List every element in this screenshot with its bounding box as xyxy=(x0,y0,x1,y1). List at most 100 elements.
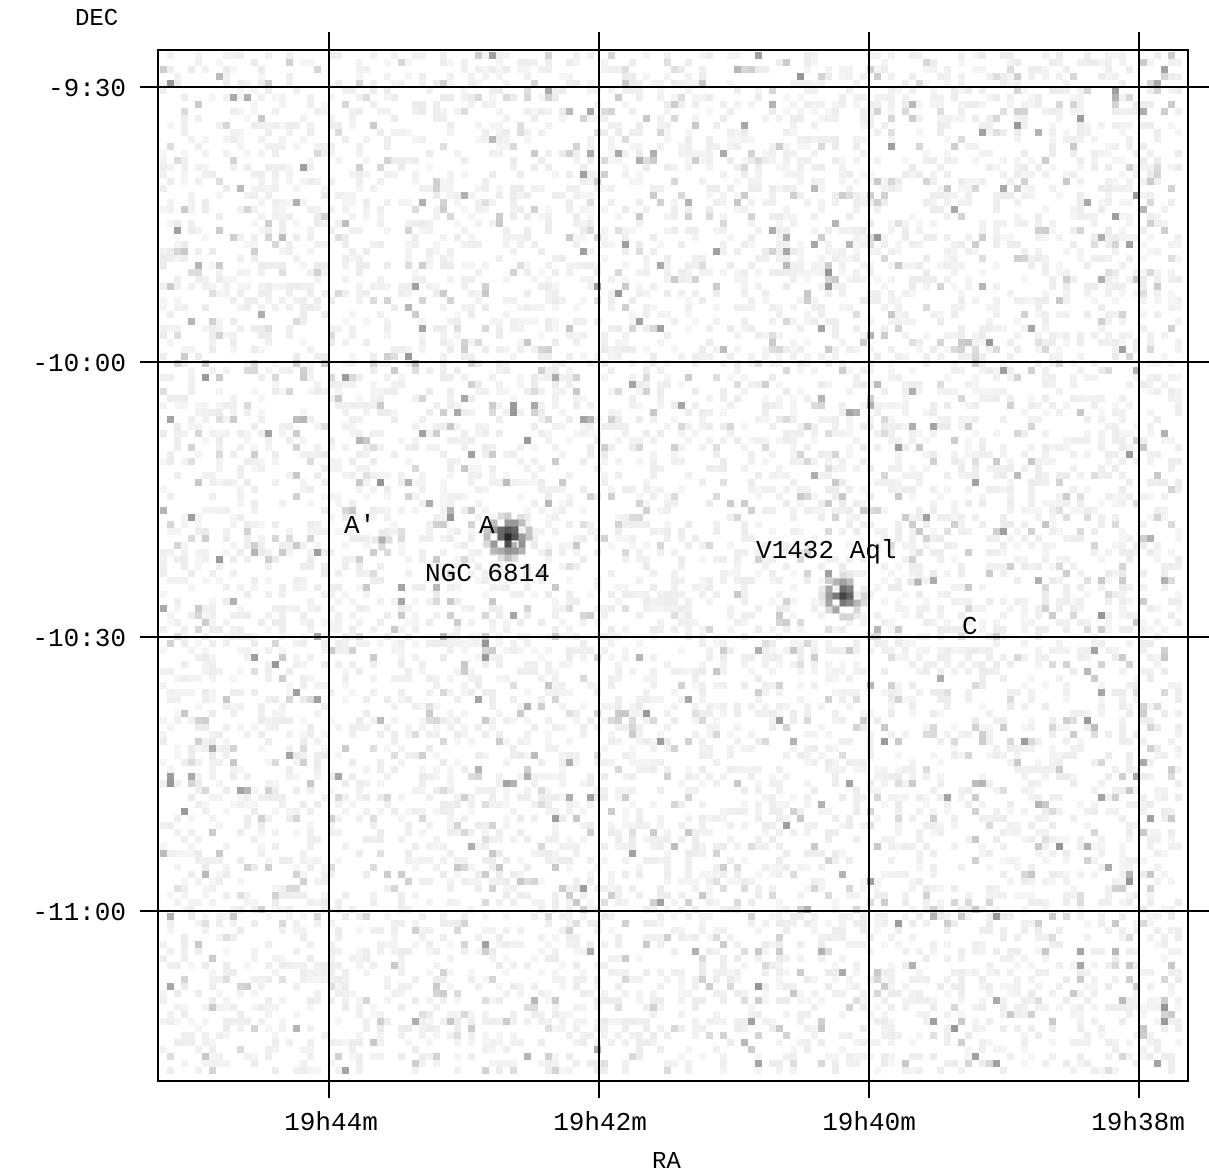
noise-pixel xyxy=(678,444,685,451)
noise-pixel xyxy=(958,661,965,668)
noise-pixel xyxy=(391,626,398,633)
noise-pixel xyxy=(993,640,1000,647)
noise-pixel xyxy=(1098,710,1105,717)
noise-pixel xyxy=(958,108,965,115)
noise-pixel xyxy=(419,101,426,108)
noise-pixel xyxy=(706,647,713,654)
noise-pixel xyxy=(489,584,496,591)
noise-pixel xyxy=(328,332,335,339)
noise-pixel xyxy=(657,185,664,192)
noise-pixel xyxy=(398,675,405,682)
noise-pixel xyxy=(1035,465,1042,472)
noise-pixel xyxy=(496,346,503,353)
noise-pixel xyxy=(188,458,195,465)
noise-pixel xyxy=(958,584,965,591)
noise-pixel xyxy=(1056,311,1063,318)
noise-pixel xyxy=(174,542,181,549)
noise-pixel xyxy=(195,248,202,255)
noise-pixel xyxy=(643,311,650,318)
noise-pixel xyxy=(230,675,237,682)
noise-pixel xyxy=(447,437,454,444)
noise-pixel xyxy=(517,668,524,675)
noise-pixel xyxy=(727,605,734,612)
noise-pixel xyxy=(1112,423,1119,430)
noise-pixel xyxy=(685,325,692,332)
noise-pixel xyxy=(923,150,930,157)
noise-pixel xyxy=(370,514,377,521)
noise-pixel xyxy=(174,248,181,255)
noise-pixel xyxy=(573,549,580,556)
noise-pixel xyxy=(580,171,587,178)
noise-pixel xyxy=(902,472,909,479)
noise-pixel xyxy=(965,605,972,612)
noise-pixel xyxy=(769,150,776,157)
noise-pixel xyxy=(272,521,279,528)
noise-pixel xyxy=(328,514,335,521)
noise-pixel xyxy=(734,136,741,143)
noise-pixel xyxy=(1056,360,1063,367)
noise-pixel xyxy=(328,444,335,451)
noise-pixel xyxy=(377,206,384,213)
noise-pixel xyxy=(636,171,643,178)
noise-pixel xyxy=(251,542,258,549)
noise-pixel xyxy=(587,150,594,157)
noise-pixel xyxy=(342,360,349,367)
noise-pixel xyxy=(405,619,412,626)
noise-pixel xyxy=(972,248,979,255)
noise-pixel xyxy=(587,87,594,94)
noise-pixel xyxy=(426,367,433,374)
noise-pixel xyxy=(223,52,230,59)
noise-pixel xyxy=(447,710,454,717)
noise-pixel xyxy=(664,423,671,430)
noise-pixel xyxy=(636,493,643,500)
noise-pixel xyxy=(181,710,188,717)
noise-pixel xyxy=(986,465,993,472)
noise-pixel xyxy=(419,549,426,556)
noise-pixel xyxy=(468,94,475,101)
noise-pixel xyxy=(188,374,195,381)
noise-pixel xyxy=(566,710,573,717)
noise-pixel xyxy=(461,206,468,213)
noise-pixel xyxy=(433,325,440,332)
noise-pixel xyxy=(524,94,531,101)
noise-pixel xyxy=(678,381,685,388)
noise-pixel xyxy=(244,458,251,465)
noise-pixel xyxy=(1021,682,1028,689)
noise-pixel xyxy=(188,388,195,395)
noise-pixel xyxy=(636,178,643,185)
noise-pixel xyxy=(797,430,804,437)
noise-pixel xyxy=(790,220,797,227)
noise-pixel xyxy=(405,696,412,703)
noise-pixel xyxy=(972,297,979,304)
noise-pixel xyxy=(412,367,419,374)
noise-pixel xyxy=(622,584,629,591)
noise-pixel xyxy=(209,290,216,297)
noise-pixel xyxy=(1119,52,1126,59)
noise-pixel xyxy=(489,598,496,605)
noise-pixel xyxy=(685,598,692,605)
noise-pixel xyxy=(594,178,601,185)
noise-pixel xyxy=(412,269,419,276)
noise-pixel xyxy=(979,437,986,444)
noise-pixel xyxy=(167,493,174,500)
noise-pixel xyxy=(741,290,748,297)
noise-pixel xyxy=(447,598,454,605)
noise-pixel xyxy=(587,416,594,423)
noise-pixel xyxy=(965,668,972,675)
noise-pixel xyxy=(370,472,377,479)
noise-pixel xyxy=(265,661,272,668)
noise-pixel xyxy=(874,584,881,591)
noise-pixel xyxy=(832,248,839,255)
noise-pixel xyxy=(769,423,776,430)
noise-pixel xyxy=(1154,514,1161,521)
noise-pixel xyxy=(643,696,650,703)
noise-pixel xyxy=(1056,577,1063,584)
noise-pixel xyxy=(657,262,664,269)
noise-pixel xyxy=(1147,346,1154,353)
noise-pixel xyxy=(706,654,713,661)
noise-pixel xyxy=(601,479,608,486)
noise-pixel xyxy=(678,290,685,297)
noise-pixel xyxy=(538,332,545,339)
noise-pixel xyxy=(909,486,916,493)
noise-pixel xyxy=(846,304,853,311)
